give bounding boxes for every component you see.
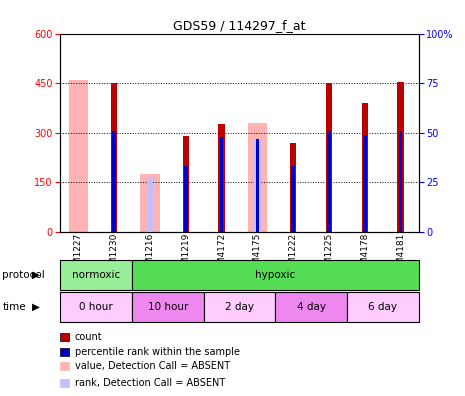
Bar bbox=[132, 260, 419, 290]
Bar bbox=[147, 178, 153, 232]
Bar bbox=[113, 131, 116, 232]
Text: 10 hour: 10 hour bbox=[148, 302, 188, 312]
Bar bbox=[326, 83, 332, 232]
Bar bbox=[247, 123, 267, 232]
Bar bbox=[60, 348, 69, 356]
Text: ▶: ▶ bbox=[32, 270, 40, 280]
Text: 0 hour: 0 hour bbox=[80, 302, 113, 312]
Bar bbox=[290, 143, 296, 232]
Bar bbox=[60, 292, 132, 322]
Bar bbox=[275, 292, 347, 322]
Text: value, Detection Call = ABSENT: value, Detection Call = ABSENT bbox=[75, 362, 230, 371]
Bar bbox=[184, 166, 187, 232]
Bar bbox=[220, 137, 223, 232]
Text: count: count bbox=[75, 332, 102, 342]
Bar bbox=[60, 362, 69, 371]
Text: 2 day: 2 day bbox=[225, 302, 254, 312]
Bar bbox=[60, 379, 69, 386]
Text: time: time bbox=[2, 302, 26, 312]
Bar bbox=[327, 131, 331, 232]
Text: percentile rank within the sample: percentile rank within the sample bbox=[75, 346, 240, 357]
Text: 4 day: 4 day bbox=[297, 302, 326, 312]
Bar bbox=[60, 333, 69, 341]
Text: ▶: ▶ bbox=[32, 302, 40, 312]
Text: protocol: protocol bbox=[2, 270, 45, 280]
Bar bbox=[140, 174, 160, 232]
Bar bbox=[347, 292, 418, 322]
Bar bbox=[183, 136, 189, 232]
Bar bbox=[219, 124, 225, 232]
Text: normoxic: normoxic bbox=[72, 270, 120, 280]
Bar bbox=[292, 166, 295, 232]
Bar bbox=[111, 83, 117, 232]
Bar bbox=[398, 82, 404, 232]
Text: 6 day: 6 day bbox=[368, 302, 397, 312]
Bar bbox=[254, 139, 260, 232]
Bar bbox=[132, 292, 204, 322]
Bar bbox=[362, 103, 368, 232]
Title: GDS59 / 114297_f_at: GDS59 / 114297_f_at bbox=[173, 19, 306, 32]
Bar bbox=[363, 135, 366, 232]
Bar bbox=[204, 292, 275, 322]
Text: hypoxic: hypoxic bbox=[255, 270, 295, 280]
Bar bbox=[68, 80, 88, 232]
Bar bbox=[60, 260, 132, 290]
Bar bbox=[256, 139, 259, 232]
Bar bbox=[399, 131, 402, 232]
Text: rank, Detection Call = ABSENT: rank, Detection Call = ABSENT bbox=[75, 378, 225, 388]
